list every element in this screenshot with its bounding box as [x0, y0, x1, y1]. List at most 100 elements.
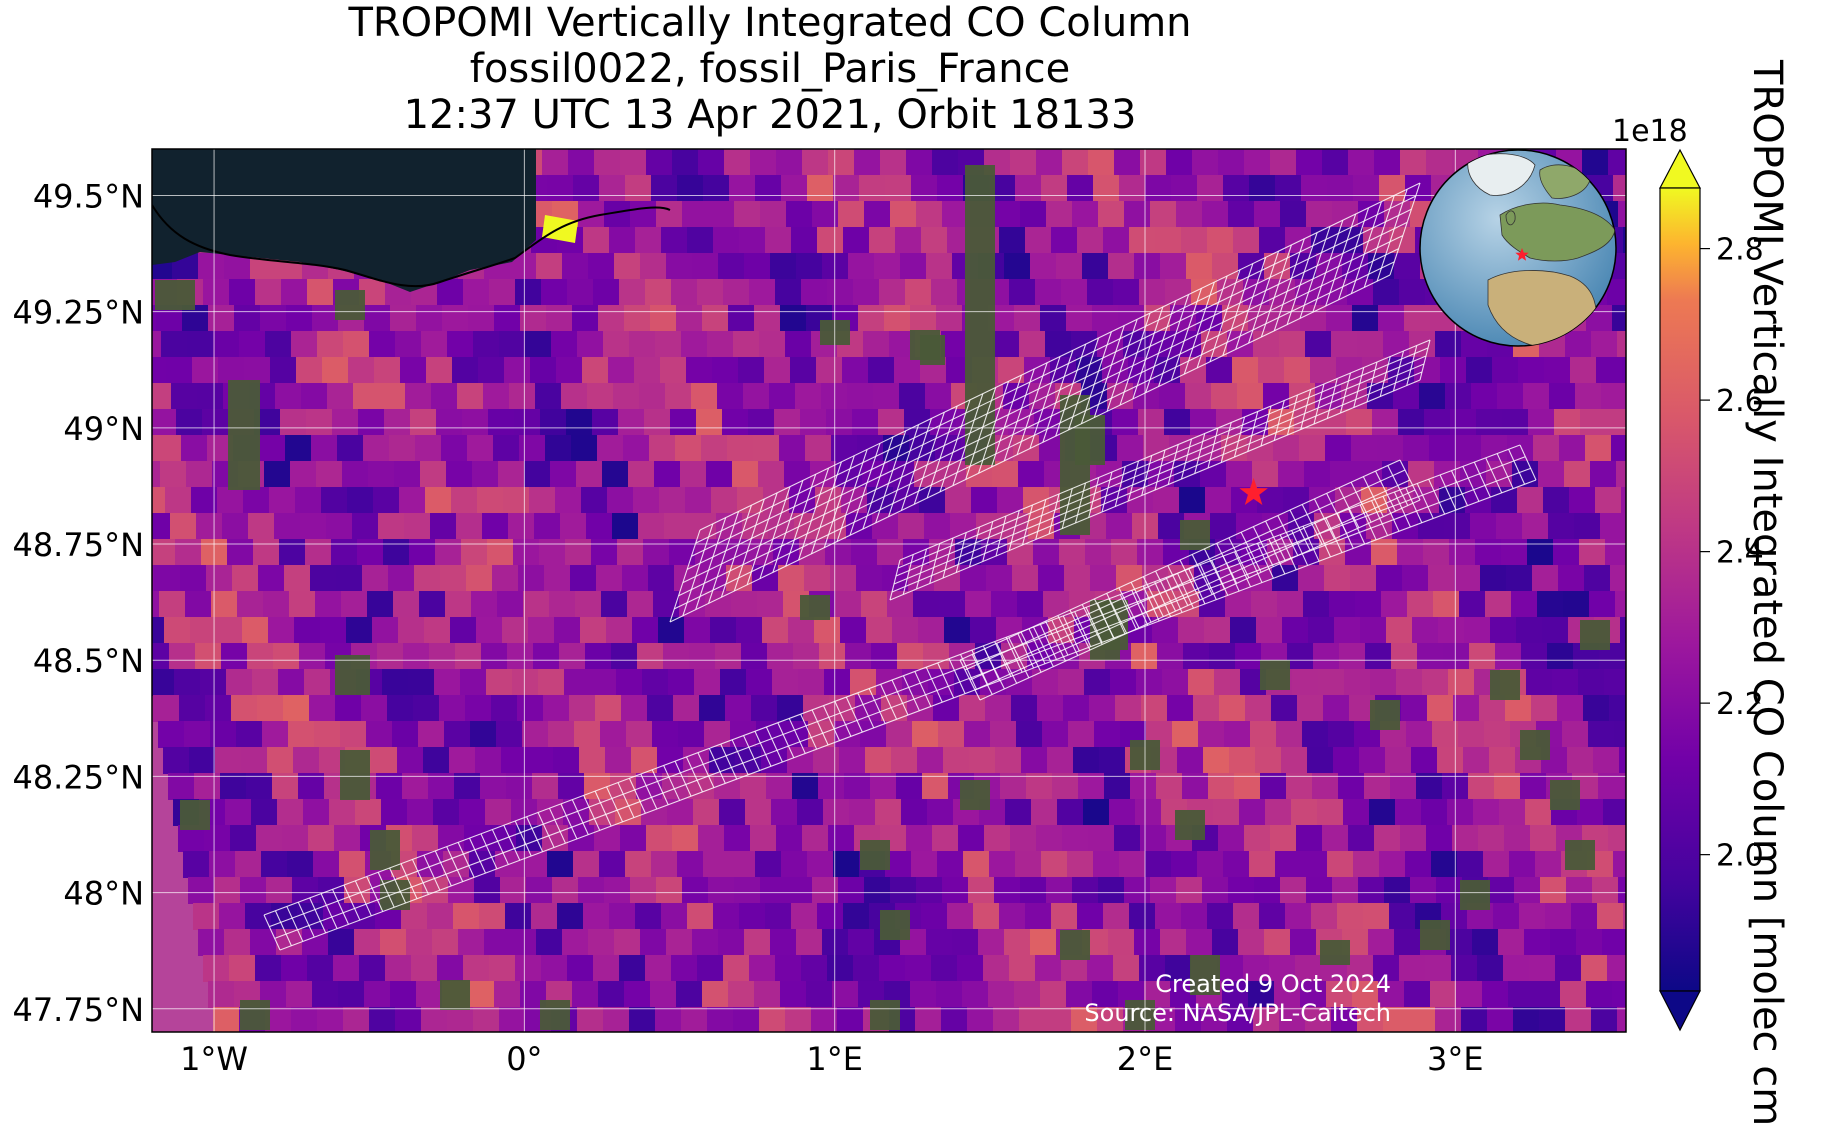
co-pixel — [1283, 487, 1310, 514]
co-pixel — [915, 1007, 942, 1032]
co-pixel — [1492, 357, 1519, 384]
co-pixel — [1799, 1007, 1821, 1034]
co-pixel — [1405, 851, 1432, 878]
co-pixel — [285, 435, 312, 462]
co-pixel — [152, 409, 177, 436]
co-pixel — [603, 331, 630, 358]
co-pixel — [303, 149, 330, 150]
co-pixel — [190, 617, 217, 644]
co-pixel — [1082, 253, 1109, 280]
co-pixel — [1562, 721, 1589, 748]
co-pixel — [1627, 383, 1654, 410]
co-pixel — [152, 513, 171, 540]
co-pixel — [759, 1007, 786, 1032]
land-tile — [1490, 670, 1520, 700]
co-pixel — [488, 409, 515, 436]
co-pixel — [730, 721, 757, 748]
co-pixel — [1175, 1007, 1202, 1032]
co-pixel — [1104, 97, 1131, 124]
co-pixel — [751, 695, 778, 722]
co-pixel — [1591, 1007, 1618, 1032]
co-pixel — [984, 825, 1011, 852]
co-pixel — [1447, 799, 1474, 826]
co-pixel — [1634, 149, 1661, 176]
co-pixel — [542, 149, 569, 176]
co-pixel — [872, 513, 899, 540]
co-pixel — [416, 305, 443, 332]
co-pixel — [427, 903, 454, 930]
co-pixel — [1072, 877, 1099, 904]
co-pixel — [766, 773, 793, 800]
co-pixel — [1607, 955, 1626, 982]
co-pixel — [681, 331, 708, 358]
co-pixel — [692, 253, 719, 280]
co-pixel — [1040, 981, 1067, 1008]
co-pixel — [301, 383, 328, 410]
created-credit: Created 9 Oct 2024 — [1155, 970, 1391, 998]
co-pixel — [1260, 97, 1287, 124]
co-pixel — [582, 357, 609, 384]
co-pixel — [213, 1007, 240, 1032]
co-pixel — [508, 513, 535, 540]
co-pixel — [684, 617, 711, 644]
co-pixel — [562, 929, 589, 956]
co-pixel — [267, 747, 294, 774]
co-pixel — [743, 1059, 770, 1086]
co-pixel — [682, 201, 709, 228]
co-pixel — [569, 695, 596, 722]
co-pixel — [532, 773, 559, 800]
co-pixel — [701, 435, 728, 462]
co-pixel — [1421, 149, 1448, 150]
co-pixel — [1514, 877, 1541, 904]
co-pixel — [388, 565, 415, 592]
co-pixel — [1067, 851, 1094, 878]
co-pixel — [460, 669, 487, 696]
co-pixel — [439, 695, 466, 722]
co-pixel — [379, 1059, 406, 1086]
colorbar-tick-label: 2.8 — [1716, 233, 1764, 268]
co-pixel — [1300, 981, 1327, 1008]
co-pixel — [287, 851, 314, 878]
co-pixel — [435, 539, 462, 566]
co-pixel — [750, 825, 777, 852]
co-pixel — [1563, 591, 1590, 618]
co-pixel — [1531, 695, 1558, 722]
co-pixel — [1492, 1033, 1519, 1060]
co-pixel — [680, 461, 707, 488]
co-pixel — [770, 253, 797, 280]
co-pixel — [298, 773, 325, 800]
co-pixel — [566, 409, 593, 436]
co-pixel — [64, 97, 91, 124]
co-pixel — [461, 539, 488, 566]
co-pixel — [1395, 799, 1422, 826]
co-pixel — [1188, 669, 1215, 696]
co-pixel — [1153, 487, 1180, 514]
co-pixel — [1554, 1085, 1581, 1091]
co-pixel — [550, 461, 577, 488]
co-pixel — [1503, 955, 1530, 982]
land-tile — [1580, 620, 1610, 650]
co-pixel — [1098, 201, 1125, 228]
co-pixel — [1581, 955, 1608, 982]
co-pixel — [266, 877, 293, 904]
co-pixel — [1419, 383, 1446, 410]
co-pixel — [1384, 877, 1411, 904]
co-pixel — [825, 539, 852, 566]
co-pixel — [852, 1085, 879, 1091]
co-pixel — [1202, 877, 1229, 904]
co-pixel — [1251, 591, 1278, 618]
co-pixel — [1461, 1007, 1488, 1032]
co-pixel — [1031, 149, 1058, 150]
co-pixel — [497, 591, 524, 618]
map-panel[interactable] — [38, 97, 1821, 1091]
co-pixel — [649, 435, 676, 462]
co-pixel — [1338, 773, 1365, 800]
co-pixel — [1586, 981, 1613, 1008]
co-pixel — [936, 981, 963, 1008]
co-pixel — [1376, 565, 1403, 592]
co-pixel — [1020, 201, 1047, 228]
co-pixel — [1119, 175, 1146, 202]
lat-tick-label: 48.75°N — [12, 526, 144, 564]
co-pixel — [1213, 149, 1240, 150]
co-pixel — [719, 149, 746, 150]
